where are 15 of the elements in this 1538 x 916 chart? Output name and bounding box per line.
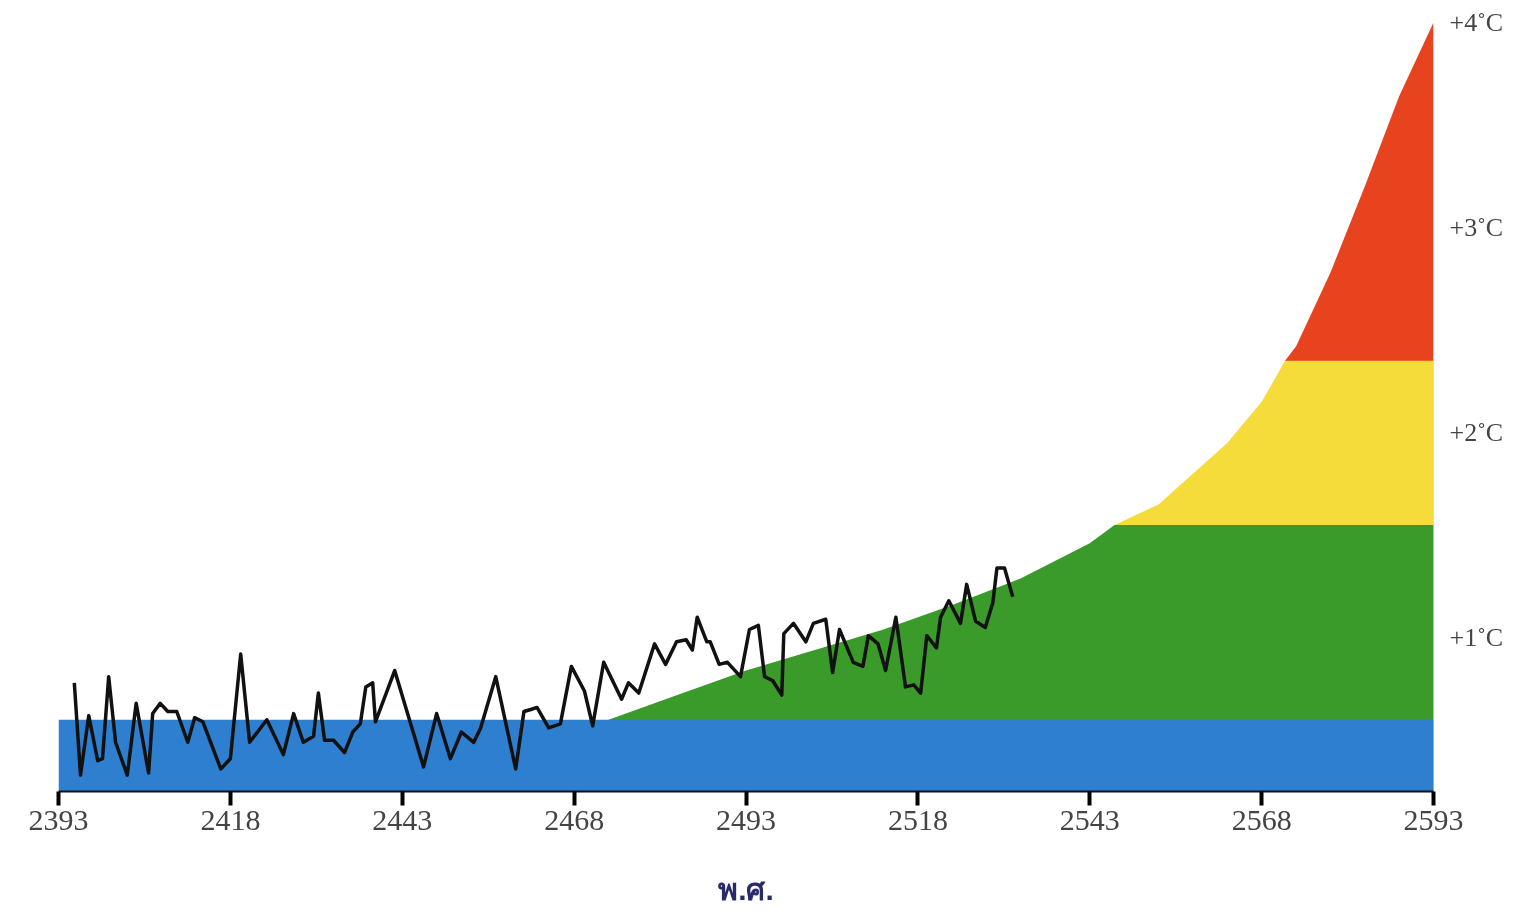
x-tick-label: 2518 [887, 802, 948, 836]
x-tick-label: 2393 [28, 802, 89, 836]
x-tick-label: 2418 [200, 802, 261, 836]
x-tick-label: 2468 [544, 802, 605, 836]
y-tick-label: +1˚C [1449, 623, 1504, 653]
x-tick-label: 2493 [716, 802, 776, 836]
line-series [72, 566, 1015, 777]
x-tick-label: 2593 [1403, 802, 1464, 836]
y-tick-label: +2˚C [1449, 418, 1504, 448]
y-tick-label: +3˚C [1449, 213, 1504, 243]
x-axis-title: พ.ศ. [718, 872, 774, 906]
y-tick-label: +4˚C [1449, 8, 1504, 37]
x-tick-label: 2443 [372, 802, 433, 836]
x-tick-label: 2568 [1231, 802, 1292, 836]
x-tick-label: 2543 [1059, 802, 1120, 836]
